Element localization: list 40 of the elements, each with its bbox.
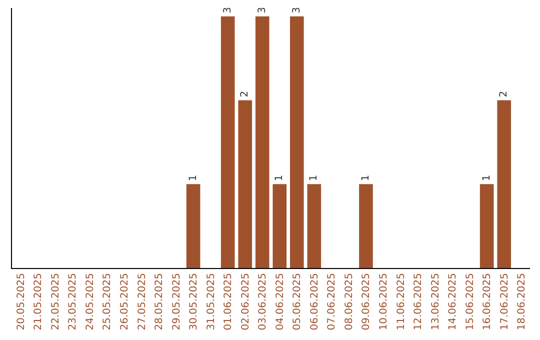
data-label: 2 [240,90,251,98]
data-label: 2 [498,90,510,98]
data-label: 1 [481,174,492,182]
x-tick-label: 17.06.2025 [499,273,510,330]
x-tick-label: 21.05.2025 [33,273,44,330]
x-tick-label: 16.06.2025 [482,273,494,330]
x-tick-label: 07.06.2025 [326,273,338,330]
x-tick-label: 24.05.2025 [84,273,96,330]
x-tick-label: 01.06.2025 [223,273,234,330]
data-label: 3 [291,7,302,14]
data-label: 1 [274,174,286,182]
x-tick-label: 22.05.2025 [50,273,62,330]
x-tick-label: 06.06.2025 [309,273,320,330]
x-tick-label: 27.05.2025 [136,273,148,330]
x-tick-label: 14.06.2025 [448,273,459,330]
x-tick-label: 09.06.2025 [361,273,372,330]
x-tick-label: 05.06.2025 [292,273,304,330]
x-tick-label: 30.05.2025 [188,273,200,330]
data-label: 1 [360,174,372,182]
x-tick-label: 03.06.2025 [258,273,269,330]
x-tick-label: 12.06.2025 [413,273,424,330]
x-tick-label: 08.06.2025 [344,273,355,330]
x-tick-label: 26.05.2025 [119,273,130,330]
x-tick-label: 11.06.2025 [396,273,407,330]
x-tick-label: 29.05.2025 [171,273,182,330]
x-tick-label: 10.06.2025 [378,273,390,330]
x-tick-label: 20.05.2025 [16,273,27,330]
data-label: 1 [188,174,199,182]
x-tick-label: 02.06.2025 [240,273,252,330]
x-tick-label: 25.05.2025 [102,273,114,330]
x-tick-label: 31.05.2025 [206,273,217,330]
data-label: 3 [222,7,234,14]
x-tick-label: 04.06.2025 [274,273,286,330]
x-tick-label: 28.05.2025 [154,273,166,330]
x-tick-label: 13.06.2025 [430,273,442,330]
data-label: 1 [308,174,320,182]
data-label: 3 [256,7,268,14]
x-tick-label: 23.05.2025 [68,273,79,330]
x-tick-label: 15.06.2025 [464,273,476,330]
x-tick-label: 18.06.2025 [516,273,528,330]
